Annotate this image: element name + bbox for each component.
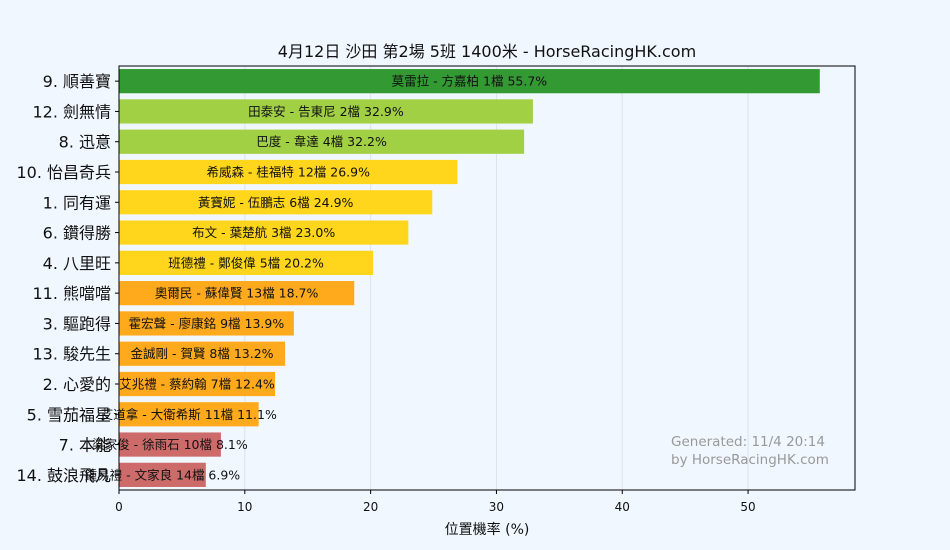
y-tick-label: 14. 鼓浪飛凡 [16, 466, 111, 485]
bar [119, 159, 458, 185]
bar [119, 129, 525, 154]
x-axis-title: 位置機率 (%) [445, 521, 530, 538]
bar-label: 霍宏聲 - 廖康銘 9檔 13.9% [129, 316, 285, 331]
bar-label: 希威森 - 桂福特 12檔 26.9% [206, 165, 370, 180]
y-tick-label: 8. 迅意 [59, 133, 111, 152]
y-tick-label: 6. 鑽得勝 [43, 224, 111, 243]
bar-label: 田泰安 - 告東尼 2檔 32.9% [248, 104, 404, 119]
bar [119, 190, 433, 215]
bar-label: 班德禮 - 鄭俊偉 5檔 20.2% [168, 255, 324, 270]
bar-label: 巴度 - 韋達 4檔 32.2% [256, 134, 387, 149]
bar-label: 奧爾民 - 蘇偉賢 13檔 18.7% [155, 286, 319, 301]
bar [119, 341, 286, 366]
bar-label: 布文 - 葉楚航 3檔 23.0% [192, 225, 335, 240]
x-tick-label: 50 [740, 500, 755, 514]
bar [119, 371, 276, 397]
y-tick-label: 11. 熊噹噹 [32, 284, 111, 303]
y-tick-label: 7. 本能 [59, 436, 111, 455]
bar-label: 金誠剛 - 賀賢 8檔 13.2% [130, 346, 273, 361]
y-tick-label: 9. 順善寶 [43, 72, 111, 91]
bar-label: 艾道拿 - 大衛希斯 11檔 11.1% [101, 407, 277, 422]
y-tick-label: 12. 劍無情 [32, 102, 111, 121]
bar [119, 402, 259, 427]
plot-frame [118, 65, 856, 491]
bar [119, 311, 294, 336]
x-tick-label: 40 [615, 500, 630, 514]
bar [119, 281, 355, 306]
y-tick-label: 4. 八里旺 [43, 254, 111, 273]
y-tick-label: 1. 同有運 [43, 193, 111, 212]
bar [119, 462, 206, 487]
bar [119, 250, 374, 275]
y-tick-label: 3. 驅跑得 [43, 314, 111, 333]
y-tick-label: 5. 雪茄福星 [27, 405, 111, 424]
bar [119, 99, 533, 124]
watermark-line-1: Generated: 11/4 20:14 [671, 434, 825, 450]
chart-title: 4月12日 沙田 第2場 5班 1400米 - HorseRacingHK.co… [278, 42, 696, 61]
bar-label: 梁家俊 - 徐雨石 10檔 8.1% [92, 437, 248, 452]
bar [119, 69, 820, 94]
bar-label: 艾兆禮 - 蔡約翰 7檔 12.4% [119, 377, 275, 392]
x-tick-label: 10 [237, 500, 252, 514]
bar-label: 黃寶妮 - 伍鵬志 6檔 24.9% [198, 195, 354, 210]
y-tick-label: 2. 心愛的 [43, 375, 111, 394]
x-tick-label: 20 [363, 500, 378, 514]
bar [119, 220, 409, 245]
watermark-line-2: by HorseRacingHK.com [671, 452, 829, 468]
y-tick-label: 10. 怡昌奇兵 [16, 163, 111, 182]
bar [119, 432, 221, 457]
bar-label: 鍾易禮 - 文家良 14檔 6.9% [85, 467, 241, 482]
bar-label: 莫雷拉 - 方嘉柏 1檔 55.7% [392, 74, 548, 89]
y-tick-label: 13. 駿先生 [32, 345, 111, 364]
x-tick-label: 30 [489, 500, 504, 514]
x-tick-label: 0 [115, 500, 123, 514]
